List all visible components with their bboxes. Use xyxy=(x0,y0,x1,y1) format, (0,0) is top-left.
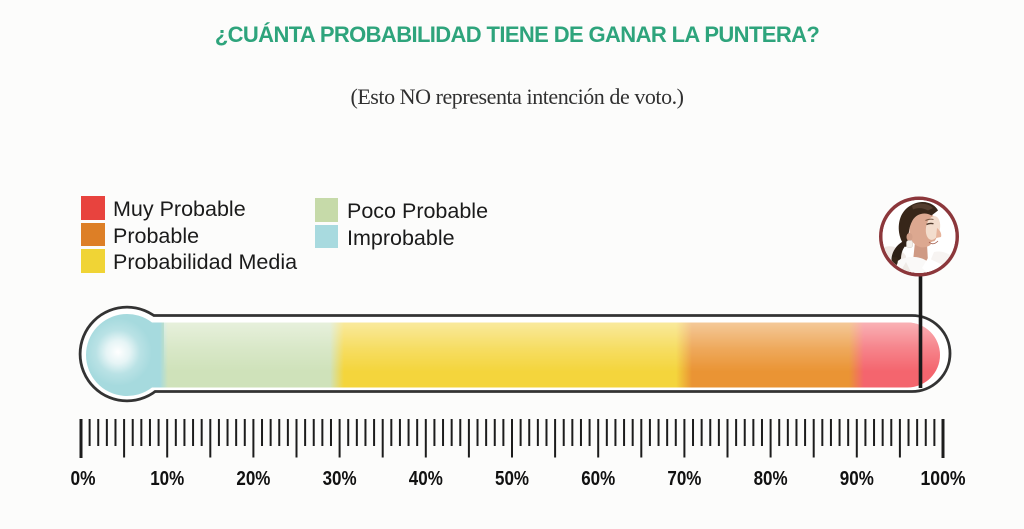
svg-text:60%: 60% xyxy=(581,467,615,490)
svg-text:30%: 30% xyxy=(323,467,357,490)
svg-text:70%: 70% xyxy=(667,467,701,490)
svg-text:40%: 40% xyxy=(409,467,443,490)
svg-text:20%: 20% xyxy=(236,467,270,490)
svg-text:80%: 80% xyxy=(754,467,788,490)
svg-text:90%: 90% xyxy=(840,467,874,490)
svg-text:50%: 50% xyxy=(495,467,529,490)
svg-text:0%: 0% xyxy=(71,467,96,490)
svg-text:100%: 100% xyxy=(921,467,966,490)
svg-text:10%: 10% xyxy=(150,467,184,490)
